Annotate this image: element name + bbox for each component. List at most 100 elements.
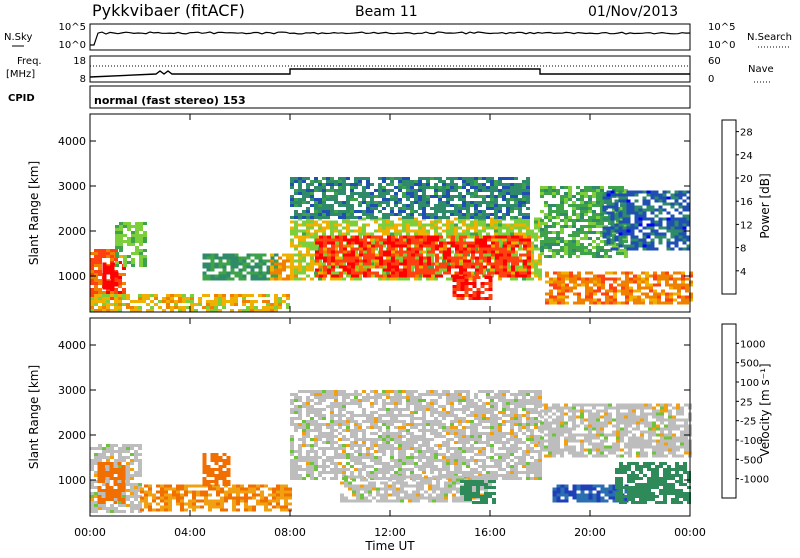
heatmap-cell	[280, 488, 284, 491]
heatmap-cell	[671, 233, 675, 236]
heatmap-cell	[123, 261, 127, 264]
heatmap-cell	[631, 230, 635, 233]
heatmap-cell	[130, 510, 134, 513]
heatmap-cell	[549, 290, 553, 293]
heatmap-cell	[322, 399, 326, 402]
heatmap-cell	[180, 488, 184, 491]
heatmap-cell	[302, 444, 306, 447]
heatmap-cell	[286, 275, 290, 278]
heatmap-cell	[671, 227, 675, 230]
heatmap-cell	[499, 260, 503, 263]
heatmap-cell	[322, 477, 326, 480]
heatmap-cell	[552, 243, 556, 246]
heatmap-cell	[498, 189, 502, 192]
heatmap-cell	[503, 263, 507, 266]
heatmap-cell	[318, 408, 322, 411]
heatmap-cell	[663, 197, 667, 200]
heatmap-cell	[486, 177, 490, 180]
heatmap-cell	[90, 297, 94, 300]
heatmap-cell	[526, 186, 530, 189]
heatmap-cell	[359, 272, 363, 275]
heatmap-cell	[342, 192, 346, 195]
ytick-label: 4000	[58, 135, 86, 148]
heatmap-cell	[338, 432, 342, 435]
heatmap-cell	[98, 291, 102, 294]
heatmap-cell	[270, 272, 274, 275]
heatmap-cell	[178, 294, 182, 297]
heatmap-cell	[398, 198, 402, 201]
heatmap-cell	[379, 239, 383, 242]
heatmap-cell	[231, 269, 235, 272]
heatmap-cell	[302, 180, 306, 183]
heatmap-cell	[588, 237, 592, 240]
heatmap-cell	[251, 272, 255, 275]
heatmap-cell	[284, 485, 288, 488]
heatmap-cell	[631, 239, 635, 242]
heatmap-cell	[139, 234, 143, 237]
heatmap-cell	[207, 257, 211, 260]
heatmap-cell	[214, 300, 218, 303]
heatmap-cell	[655, 230, 659, 233]
heatmap-cell	[140, 491, 144, 494]
heatmap-cell	[306, 195, 310, 198]
heatmap-cell	[310, 216, 314, 219]
heatmap-cell	[314, 423, 318, 426]
heatmap-cell	[601, 284, 605, 287]
heatmap-cell	[681, 296, 685, 299]
heatmap-cell	[102, 483, 106, 486]
heatmap-cell	[184, 494, 188, 497]
heatmap-cell	[390, 177, 394, 180]
heatmap-cell	[645, 275, 649, 278]
heatmap-cell	[310, 278, 314, 281]
heatmap-cell	[346, 462, 350, 465]
heatmap-cell	[366, 266, 370, 269]
heatmap-cell	[118, 294, 122, 297]
heatmap-cell	[342, 221, 346, 224]
heatmap-cell	[446, 227, 450, 230]
heatmap-cell	[386, 441, 390, 444]
heatmap-cell	[138, 468, 142, 471]
heatmap-cell	[580, 225, 584, 228]
heatmap-cell	[114, 501, 118, 504]
heatmap-cell	[231, 266, 235, 269]
heatmap-cell	[274, 272, 278, 275]
heatmap-cell	[568, 249, 572, 252]
heatmap-cell	[126, 468, 130, 471]
heatmap-cell	[474, 201, 478, 204]
heatmap-cell	[242, 294, 246, 297]
heatmap-cell	[506, 213, 510, 216]
heatmap-cell	[631, 227, 635, 230]
heatmap-cell	[98, 264, 102, 267]
heatmap-cell	[580, 243, 584, 246]
heatmap-cell	[264, 500, 268, 503]
heatmap-cell	[284, 497, 288, 500]
heatmap-cell	[298, 201, 302, 204]
heatmap-cell	[410, 224, 414, 227]
heatmap-cell	[239, 278, 243, 281]
heatmap-cell	[434, 210, 438, 213]
heatmap-cell	[298, 213, 302, 216]
heatmap-cell	[232, 500, 236, 503]
heatmap-cell	[390, 399, 394, 402]
heatmap-cell	[314, 198, 318, 201]
heatmap-cell	[135, 237, 139, 240]
heatmap-cell	[615, 236, 619, 239]
heatmap-cell	[655, 197, 659, 200]
heatmap-cell	[302, 423, 306, 426]
heatmap-cell	[318, 183, 322, 186]
heatmap-cell	[350, 453, 354, 456]
heatmap-cell	[548, 189, 552, 192]
heatmap-cell	[126, 471, 130, 474]
heatmap-cell	[522, 198, 526, 201]
heatmap-cell	[366, 201, 370, 204]
heatmap-cell	[490, 201, 494, 204]
heatmap-cell	[302, 245, 306, 248]
heatmap-cell	[318, 204, 322, 207]
heatmap-cell	[564, 201, 568, 204]
heatmap-cell	[294, 426, 298, 429]
heatmap-cell	[378, 468, 382, 471]
heatmap-cell	[290, 272, 294, 275]
heatmap-cell	[150, 294, 154, 297]
heatmap-cell	[294, 180, 298, 183]
heatmap-cell	[302, 213, 306, 216]
